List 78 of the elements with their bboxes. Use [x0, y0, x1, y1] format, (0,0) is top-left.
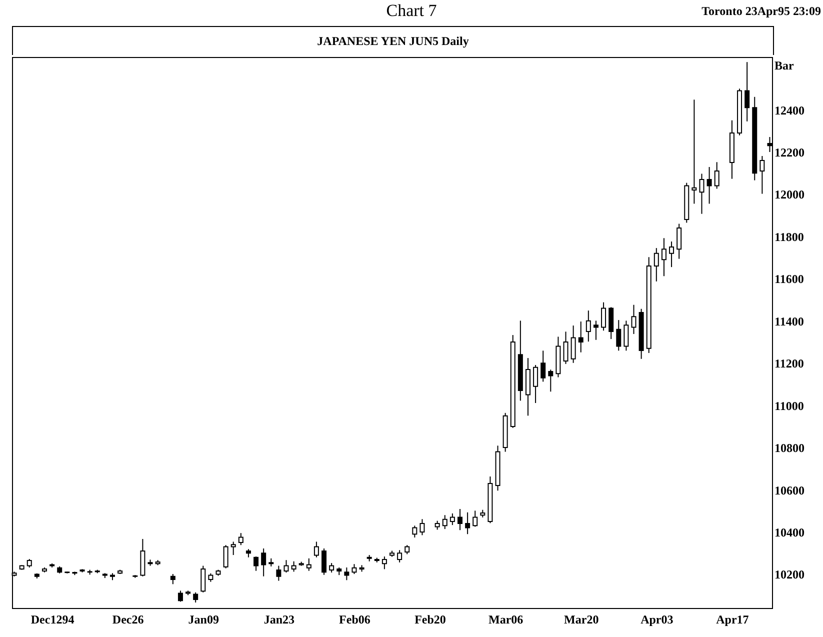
candlestick [314, 541, 319, 558]
candlestick [382, 556, 387, 570]
y-tick-label: 11600 [774, 272, 804, 286]
candlestick [548, 369, 554, 392]
candlestick [654, 248, 659, 282]
candlestick [669, 241, 674, 268]
candlestick [344, 566, 350, 581]
x-tick-label: Jan09 [188, 612, 219, 626]
candlestick [193, 592, 198, 604]
candlestick [254, 556, 259, 572]
candlestick [767, 136, 772, 152]
candlestick [563, 331, 568, 364]
x-tick-label: Mar06 [488, 612, 524, 626]
candlestick [442, 514, 448, 530]
x-tick-label: Dec26 [112, 612, 144, 626]
y-tick-label: 11400 [774, 314, 804, 328]
candlestick [284, 560, 289, 574]
x-tick-label: Feb20 [414, 612, 446, 626]
candlestick [744, 62, 750, 122]
candlestick [706, 166, 712, 204]
x-tick-label: Apr03 [640, 612, 674, 626]
candlestick [352, 564, 357, 575]
chart-title: JAPANESE YEN JUN5 Daily [13, 27, 773, 55]
candlestick [329, 562, 334, 574]
caption: Chart 7 [386, 1, 437, 20]
y-axis-title: Bar [774, 58, 795, 72]
candlestick [616, 320, 622, 352]
candlestick [631, 304, 636, 334]
candlestick [760, 156, 765, 194]
candlestick [586, 310, 591, 342]
candlestick [540, 350, 546, 382]
y-tick-label: 10800 [774, 441, 804, 456]
y-tick-label: 12400 [774, 103, 804, 118]
candlestick [306, 558, 312, 572]
candlestick [238, 532, 244, 546]
x-tick-label: Mar20 [564, 612, 599, 626]
candlestick [457, 508, 462, 531]
candlestick [420, 518, 425, 536]
x-tick-label: Feb06 [339, 612, 370, 626]
candlestick [624, 320, 629, 352]
candlestick [699, 173, 704, 214]
candlestick [570, 325, 576, 364]
text: Toronto 23Apr95 23:09 [702, 4, 821, 19]
y-tick-label: 11800 [774, 230, 804, 244]
candlestick [608, 306, 614, 340]
candlestick [593, 320, 598, 340]
candlestick [276, 565, 282, 582]
candlestick [692, 99, 697, 204]
candlestick [291, 560, 296, 572]
candlestick [450, 512, 455, 526]
x-tick-label: Jan23 [264, 612, 295, 626]
candlestick [230, 541, 236, 556]
y-tick-label: 12200 [774, 146, 804, 160]
y-tick-label: 11200 [774, 356, 804, 371]
candlestick [676, 223, 682, 260]
candlestick [223, 544, 228, 569]
candlestick [578, 321, 584, 353]
y-tick-label: 10600 [774, 483, 804, 498]
candlestick [170, 574, 176, 585]
candlestick [397, 550, 402, 563]
x-tick-label: Dec1294 [30, 612, 74, 626]
candlestick [404, 544, 410, 555]
candlestick [533, 364, 538, 404]
candlestick [661, 238, 666, 277]
candlestick [178, 590, 183, 602]
candlestick [261, 548, 266, 577]
candlestick [714, 162, 720, 190]
candlestick [472, 510, 478, 528]
candlestick [200, 565, 206, 593]
y-tick-label: 10200 [774, 568, 804, 582]
candlestick [465, 512, 470, 535]
candlestick [322, 548, 327, 576]
candlestick [412, 525, 418, 538]
candlestick [601, 302, 606, 332]
y-tick-label: 12000 [774, 188, 804, 202]
x-tick-label: Apr17 [716, 612, 749, 626]
y-tick-label: 11000 [774, 398, 804, 413]
y-tick-label: 10400 [774, 526, 804, 540]
